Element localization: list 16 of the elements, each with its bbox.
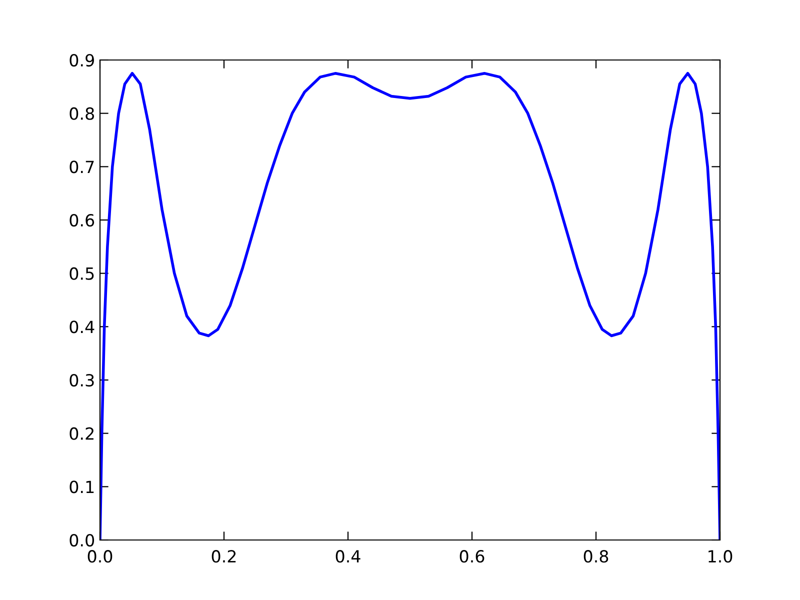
x-tick-label: 1.0 bbox=[708, 550, 732, 563]
y-tick-label: 0.2 bbox=[70, 427, 94, 440]
x-tick-label: 0.8 bbox=[584, 550, 608, 563]
y-tick-label: 0.6 bbox=[70, 214, 94, 227]
y-tick-label: 0.8 bbox=[70, 107, 94, 120]
x-tick-label: 0.6 bbox=[460, 550, 484, 563]
y-tick-label: 0.4 bbox=[70, 320, 94, 334]
x-tick-label: 0.2 bbox=[212, 550, 236, 563]
x-tick-label: 0.0 bbox=[88, 550, 112, 563]
y-tick-label: 0.0 bbox=[70, 534, 94, 547]
y-tick-label: 0.9 bbox=[70, 54, 94, 67]
y-tick-label: 0.5 bbox=[70, 267, 94, 280]
x-tick-label: 0.4 bbox=[336, 550, 360, 563]
y-tick-label: 0.7 bbox=[70, 160, 94, 174]
y-tick-label: 0.1 bbox=[70, 480, 94, 494]
y-tick-label: 0.3 bbox=[70, 374, 94, 387]
